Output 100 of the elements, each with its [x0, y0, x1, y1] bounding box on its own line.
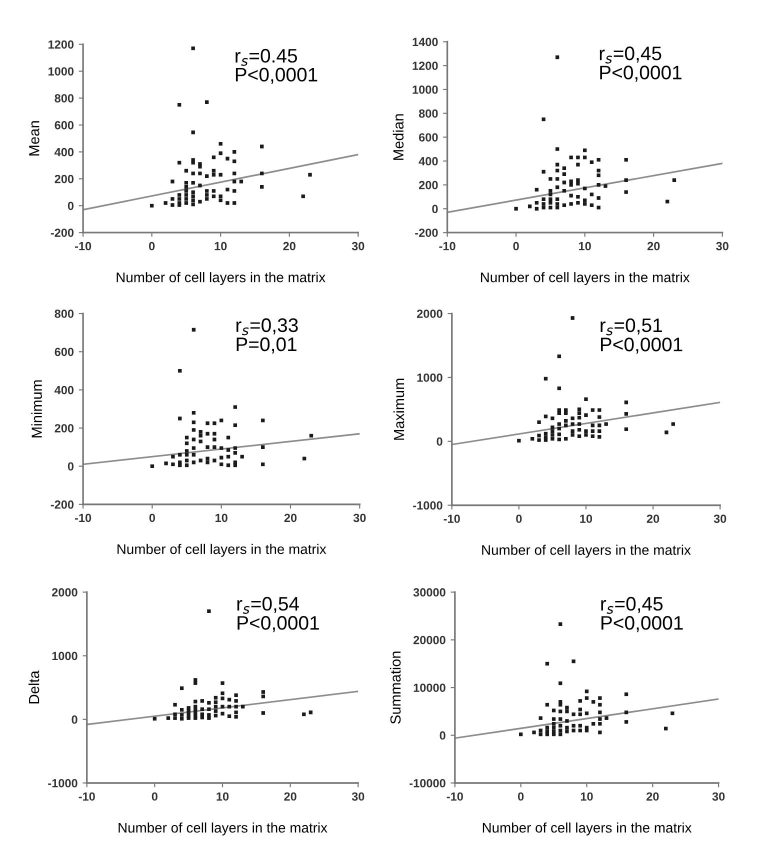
x-tick-label: 0: [513, 242, 519, 250]
y-tick-label: 400: [54, 148, 74, 156]
point: [564, 424, 568, 428]
point: [544, 414, 548, 418]
y-tick-label: -1000: [48, 779, 78, 788]
point: [198, 430, 202, 434]
y-tick-label: 200: [54, 424, 74, 432]
point: [192, 420, 196, 424]
point: [624, 412, 628, 416]
point: [552, 732, 556, 736]
x-tick-label: -10: [446, 792, 463, 801]
x-axis-title: Number of cell layers in the matrix: [116, 272, 326, 286]
point: [212, 438, 216, 442]
point: [518, 732, 523, 736]
y-tick-label: 2000: [416, 310, 442, 318]
y-axis-title: Summation: [390, 652, 401, 724]
x-axis-title: Number of cell layers in the matrix: [482, 822, 692, 836]
point: [261, 445, 265, 449]
point: [570, 416, 574, 420]
y-tick-label: 600: [54, 121, 74, 130]
point: [198, 440, 202, 444]
point: [558, 710, 562, 714]
point: [558, 728, 562, 732]
annotation: r$_{s}$=0.45: [236, 48, 298, 66]
point: [192, 460, 196, 464]
y-tick-label: 0: [68, 202, 74, 210]
point: [578, 728, 582, 732]
x-tick-label: 30: [352, 242, 364, 250]
point: [570, 316, 574, 320]
point: [552, 708, 556, 712]
point: [530, 436, 534, 441]
point: [590, 424, 595, 428]
point: [184, 458, 189, 462]
point: [233, 451, 238, 455]
point: [261, 418, 265, 422]
annotation: r$_{s}$=0,54: [237, 596, 299, 614]
point: [192, 446, 196, 450]
point: [577, 411, 582, 416]
point: [220, 462, 224, 466]
point: [261, 694, 266, 698]
point: [557, 422, 561, 426]
point: [261, 690, 266, 694]
point: [194, 711, 198, 715]
point: [214, 714, 218, 718]
point: [577, 434, 582, 438]
point: [220, 691, 224, 696]
point: [241, 704, 245, 708]
point: [624, 692, 628, 696]
point: [584, 728, 589, 732]
x-tick-label: 10: [216, 792, 229, 801]
y-axis-title: Minimum: [31, 380, 42, 438]
point: [564, 411, 568, 416]
y-tick-label: 1400: [412, 38, 438, 46]
point: [194, 678, 198, 682]
point: [564, 419, 568, 423]
point: [598, 696, 602, 700]
y-tick-label: -1000: [413, 501, 442, 510]
y-tick-label: 2000: [52, 588, 78, 597]
point: [598, 710, 602, 714]
point: [544, 376, 548, 381]
x-tick-label: 0: [149, 514, 156, 522]
point: [590, 429, 595, 433]
point: [557, 426, 561, 430]
point: [220, 712, 224, 716]
point: [565, 730, 569, 734]
point: [558, 622, 562, 626]
point: [200, 716, 204, 720]
y-tick-label: 1000: [48, 67, 74, 76]
point: [180, 708, 184, 712]
x-tick-label: 20: [284, 792, 296, 801]
point: [577, 428, 582, 432]
point: [550, 433, 554, 437]
x-tick-label: -10: [444, 514, 460, 523]
x-tick-label: -10: [439, 242, 456, 250]
point: [557, 354, 561, 358]
point: [558, 717, 562, 721]
x-tick-label: -10: [74, 514, 92, 522]
y-axis-title: Delta: [28, 670, 40, 704]
x-tick-label: 20: [646, 514, 660, 523]
point: [624, 720, 628, 724]
y-tick-label: 0: [68, 462, 74, 471]
point: [206, 421, 210, 426]
point: [598, 435, 602, 439]
point: [664, 726, 668, 730]
annotation: r$_{s}$=0,51: [600, 318, 662, 336]
point: [545, 726, 550, 730]
point: [598, 722, 602, 726]
point: [584, 429, 588, 433]
point: [192, 438, 196, 442]
point: [544, 432, 548, 436]
y-tick-label: 0: [440, 731, 446, 740]
point: [578, 699, 582, 703]
point: [200, 699, 204, 703]
point: [220, 696, 224, 700]
point: [198, 458, 202, 462]
point: [171, 462, 175, 466]
annotation: P<0,0001: [238, 616, 319, 632]
point: [192, 328, 196, 332]
point: [234, 693, 238, 698]
x-tick-label: 30: [352, 792, 364, 801]
